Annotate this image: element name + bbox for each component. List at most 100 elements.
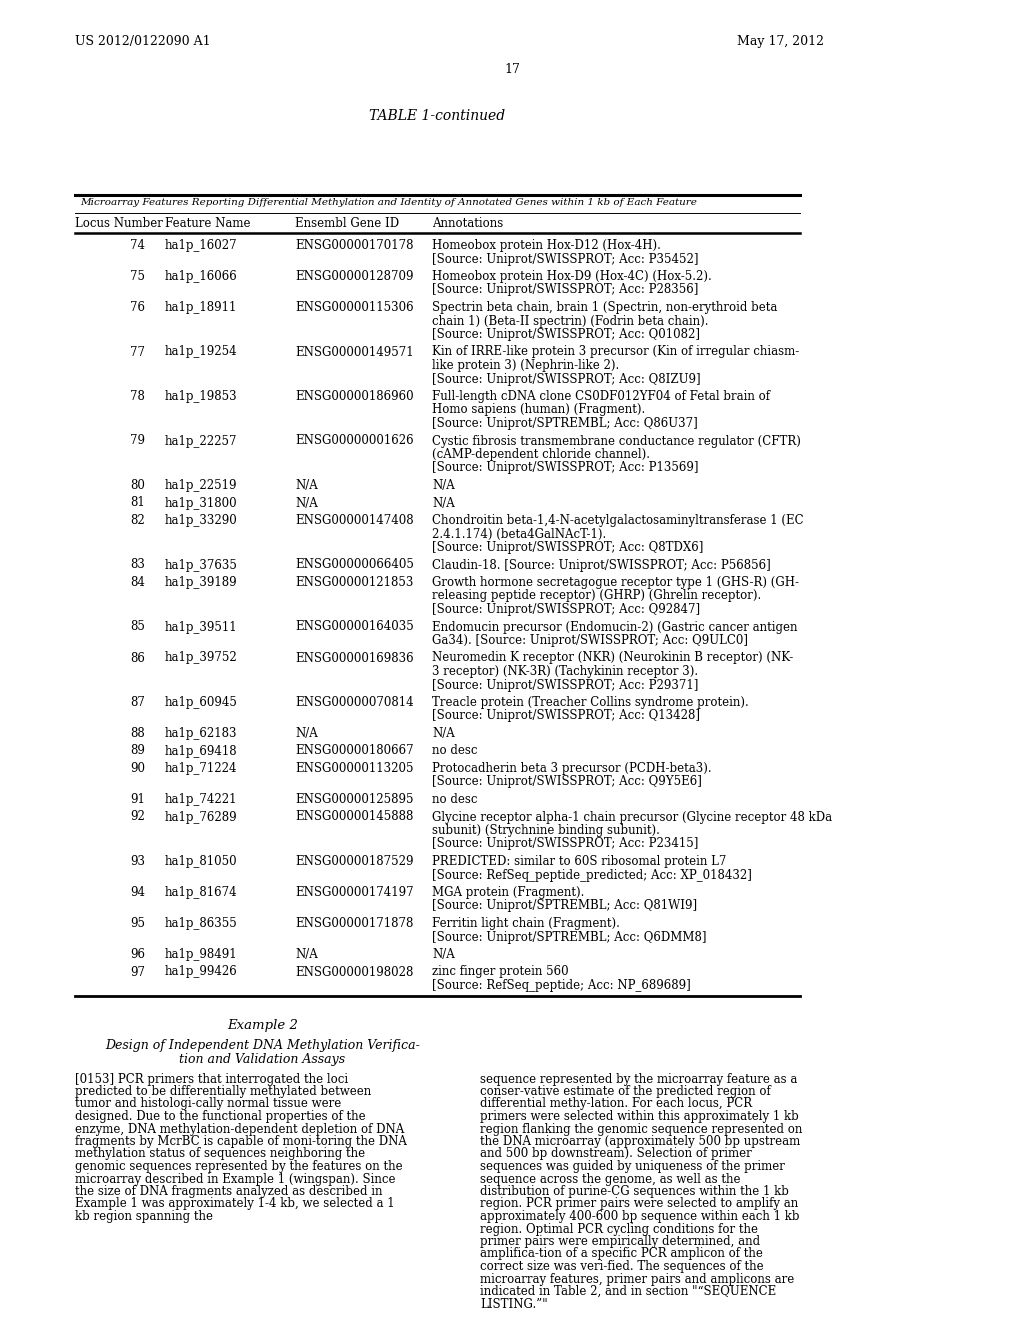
Text: ha1p_86355: ha1p_86355 [165,917,238,931]
Text: Glycine receptor alpha-1 chain precursor (Glycine receptor 48 kDa: Glycine receptor alpha-1 chain precursor… [432,810,833,824]
Text: N/A: N/A [432,496,455,510]
Text: Kin of IRRE-like protein 3 precursor (Kin of irregular chiasm-: Kin of IRRE-like protein 3 precursor (Ki… [432,346,800,359]
Text: ha1p_31800: ha1p_31800 [165,496,238,510]
Text: tion and Validation Assays: tion and Validation Assays [179,1052,345,1065]
Text: releasing peptide receptor) (GHRP) (Ghrelin receptor).: releasing peptide receptor) (GHRP) (Ghre… [432,590,761,602]
Text: 97: 97 [130,965,145,978]
Text: 78: 78 [130,389,145,403]
Text: kb region spanning the: kb region spanning the [75,1210,213,1224]
Text: N/A: N/A [295,479,317,492]
Text: N/A: N/A [295,496,317,510]
Text: ENSG00000121853: ENSG00000121853 [295,576,414,589]
Text: [Source: Uniprot/SWISSPROT; Acc: P35452]: [Source: Uniprot/SWISSPROT; Acc: P35452] [432,252,698,265]
Text: Ga34). [Source: Uniprot/SWISSPROT; Acc: Q9ULC0]: Ga34). [Source: Uniprot/SWISSPROT; Acc: … [432,634,748,647]
Text: Example 1 was approximately 1-4 kb, we selected a 1: Example 1 was approximately 1-4 kb, we s… [75,1197,394,1210]
Text: 91: 91 [130,793,145,807]
Text: Example 2: Example 2 [227,1019,298,1031]
Text: ha1p_81674: ha1p_81674 [165,886,238,899]
Text: 90: 90 [130,762,145,775]
Text: Treacle protein (Treacher Collins syndrome protein).: Treacle protein (Treacher Collins syndro… [432,696,749,709]
Text: ENSG00000066405: ENSG00000066405 [295,558,414,572]
Text: 79: 79 [130,434,145,447]
Text: the DNA microarray (approximately 500 bp upstream: the DNA microarray (approximately 500 bp… [480,1135,800,1148]
Text: differential methy-lation. For each locus, PCR: differential methy-lation. For each locu… [480,1097,752,1110]
Text: ha1p_18911: ha1p_18911 [165,301,238,314]
Text: genomic sequences represented by the features on the: genomic sequences represented by the fea… [75,1160,402,1173]
Text: ENSG00000174197: ENSG00000174197 [295,886,414,899]
Text: methylation status of sequences neighboring the: methylation status of sequences neighbor… [75,1147,366,1160]
Text: Cystic fibrosis transmembrane conductance regulator (CFTR): Cystic fibrosis transmembrane conductanc… [432,434,801,447]
Text: LISTING.”": LISTING.”" [480,1298,548,1311]
Text: N/A: N/A [295,948,317,961]
Text: 75: 75 [130,271,145,282]
Text: 88: 88 [130,727,145,741]
Text: [Source: RefSeq_peptide; Acc: NP_689689]: [Source: RefSeq_peptide; Acc: NP_689689] [432,979,691,993]
Text: ha1p_98491: ha1p_98491 [165,948,238,961]
Text: Full-length cDNA clone CS0DF012YF04 of Fetal brain of: Full-length cDNA clone CS0DF012YF04 of F… [432,389,770,403]
Text: 92: 92 [130,810,145,824]
Text: Ensembl Gene ID: Ensembl Gene ID [295,216,399,230]
Text: [Source: Uniprot/SPTREMBL; Acc: Q86U37]: [Source: Uniprot/SPTREMBL; Acc: Q86U37] [432,417,697,430]
Text: [Source: Uniprot/SPTREMBL; Acc: Q6DMM8]: [Source: Uniprot/SPTREMBL; Acc: Q6DMM8] [432,931,707,944]
Text: ha1p_16027: ha1p_16027 [165,239,238,252]
Text: ha1p_19254: ha1p_19254 [165,346,238,359]
Text: 89: 89 [130,744,145,758]
Text: N/A: N/A [432,727,455,741]
Text: ha1p_39511: ha1p_39511 [165,620,238,634]
Text: Design of Independent DNA Methylation Verifica-: Design of Independent DNA Methylation Ve… [105,1039,420,1052]
Text: Chondroitin beta-1,4-N-acetylgalactosaminyltransferase 1 (EC: Chondroitin beta-1,4-N-acetylgalactosami… [432,513,804,527]
Text: [Source: Uniprot/SWISSPROT; Acc: Q8IZU9]: [Source: Uniprot/SWISSPROT; Acc: Q8IZU9] [432,372,700,385]
Text: and 500 bp downstream). Selection of primer: and 500 bp downstream). Selection of pri… [480,1147,752,1160]
Text: ENSG00000187529: ENSG00000187529 [295,855,414,869]
Text: 82: 82 [130,513,145,527]
Text: ha1p_39189: ha1p_39189 [165,576,238,589]
Text: ha1p_76289: ha1p_76289 [165,810,238,824]
Text: 93: 93 [130,855,145,869]
Text: US 2012/0122090 A1: US 2012/0122090 A1 [75,36,211,48]
Text: Growth hormone secretagogue receptor type 1 (GHS-R) (GH-: Growth hormone secretagogue receptor typ… [432,576,799,589]
Text: 2.4.1.174) (beta4GalNAcT-1).: 2.4.1.174) (beta4GalNAcT-1). [432,528,606,540]
Text: TABLE 1-continued: TABLE 1-continued [370,110,506,123]
Text: [Source: Uniprot/SWISSPROT; Acc: Q8TDX6]: [Source: Uniprot/SWISSPROT; Acc: Q8TDX6] [432,541,703,554]
Text: ha1p_69418: ha1p_69418 [165,744,238,758]
Text: N/A: N/A [432,479,455,492]
Text: the size of DNA fragments analyzed as described in: the size of DNA fragments analyzed as de… [75,1185,383,1199]
Text: predicted to be differentially methylated between: predicted to be differentially methylate… [75,1085,372,1098]
Text: [Source: Uniprot/SPTREMBL; Acc: Q81WI9]: [Source: Uniprot/SPTREMBL; Acc: Q81WI9] [432,899,697,912]
Text: correct size was veri-fied. The sequences of the: correct size was veri-fied. The sequence… [480,1261,764,1272]
Text: [Source: Uniprot/SWISSPROT; Acc: P13569]: [Source: Uniprot/SWISSPROT; Acc: P13569] [432,462,698,474]
Text: 76: 76 [130,301,145,314]
Text: ENSG00000128709: ENSG00000128709 [295,271,414,282]
Text: [Source: Uniprot/SWISSPROT; Acc: P29371]: [Source: Uniprot/SWISSPROT; Acc: P29371] [432,678,698,692]
Text: Neuromedin K receptor (NKR) (Neurokinin B receptor) (NK-: Neuromedin K receptor (NKR) (Neurokinin … [432,652,794,664]
Text: ENSG00000164035: ENSG00000164035 [295,620,414,634]
Text: no desc: no desc [432,793,477,807]
Text: PREDICTED: similar to 60S ribosomal protein L7: PREDICTED: similar to 60S ribosomal prot… [432,855,726,869]
Text: ha1p_81050: ha1p_81050 [165,855,238,869]
Text: fragments by McrBC is capable of moni-toring the DNA: fragments by McrBC is capable of moni-to… [75,1135,407,1148]
Text: sequence across the genome, as well as the: sequence across the genome, as well as t… [480,1172,740,1185]
Text: Locus Number: Locus Number [75,216,163,230]
Text: ENSG00000115306: ENSG00000115306 [295,301,414,314]
Text: [0153] PCR primers that interrogated the loci: [0153] PCR primers that interrogated the… [75,1072,348,1085]
Text: [Source: Uniprot/SWISSPROT; Acc: P28356]: [Source: Uniprot/SWISSPROT; Acc: P28356] [432,284,698,297]
Text: ha1p_74221: ha1p_74221 [165,793,238,807]
Text: Homo sapiens (human) (Fragment).: Homo sapiens (human) (Fragment). [432,404,645,417]
Text: 85: 85 [130,620,145,634]
Text: subunit) (Strychnine binding subunit).: subunit) (Strychnine binding subunit). [432,824,659,837]
Text: no desc: no desc [432,744,477,758]
Text: like protein 3) (Nephrin-like 2).: like protein 3) (Nephrin-like 2). [432,359,620,372]
Text: distribution of purine-CG sequences within the 1 kb: distribution of purine-CG sequences with… [480,1185,788,1199]
Text: ENSG00000169836: ENSG00000169836 [295,652,414,664]
Text: 96: 96 [130,948,145,961]
Text: 17: 17 [504,63,520,77]
Text: Endomucin precursor (Endomucin-2) (Gastric cancer antigen: Endomucin precursor (Endomucin-2) (Gastr… [432,620,798,634]
Text: 81: 81 [130,496,145,510]
Text: primers were selected within this approximately 1 kb: primers were selected within this approx… [480,1110,799,1123]
Text: 77: 77 [130,346,145,359]
Text: ha1p_99426: ha1p_99426 [165,965,238,978]
Text: ha1p_71224: ha1p_71224 [165,762,238,775]
Text: Feature Name: Feature Name [165,216,251,230]
Text: [Source: RefSeq_peptide_predicted; Acc: XP_018432]: [Source: RefSeq_peptide_predicted; Acc: … [432,869,752,882]
Text: 86: 86 [130,652,145,664]
